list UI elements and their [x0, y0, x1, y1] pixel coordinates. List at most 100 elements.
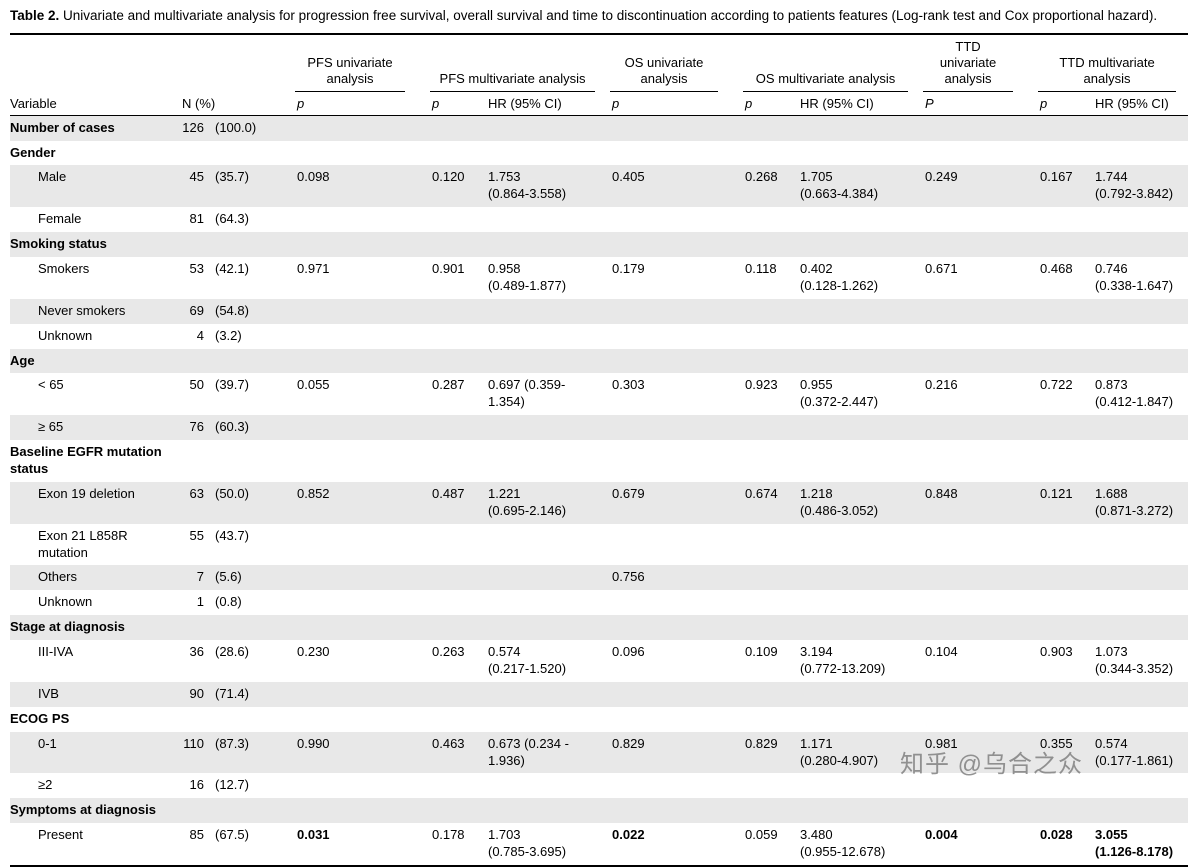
- stat-value: [795, 524, 920, 566]
- col-header-p: p: [1035, 91, 1091, 116]
- pct-value: [210, 349, 292, 374]
- stat-value: [740, 415, 795, 440]
- n-value: 55: [189, 527, 204, 543]
- table-row: IVB 90 (71.4): [10, 681, 1189, 707]
- col-header-variable: Variable: [10, 91, 175, 116]
- stat-value: 0.022: [612, 827, 645, 843]
- stat-value: [920, 773, 1035, 798]
- stat-value: [483, 682, 607, 707]
- stat-value: [292, 524, 427, 566]
- stat-value: 0.355: [1040, 735, 1073, 751]
- n-value: 126: [182, 119, 204, 135]
- stat-value: [740, 682, 795, 707]
- stat-value: [1035, 232, 1090, 257]
- stat-value: [483, 141, 607, 166]
- stat-value: [607, 773, 740, 798]
- stat-value: [292, 682, 427, 707]
- col-header-P: P: [920, 91, 1036, 116]
- stat-value: [920, 615, 1035, 640]
- stat-value: [292, 615, 427, 640]
- group-label: PFS univariate analysis: [295, 55, 405, 92]
- pct-value: (0.8): [215, 594, 242, 610]
- stat-value: 0.059: [745, 827, 778, 843]
- pct-value: (43.7): [215, 527, 249, 543]
- col-header-p: p: [427, 91, 483, 116]
- stat-value: 1.171 (0.280-4.907): [800, 735, 879, 768]
- col-header-hr: HR (95% CI): [483, 91, 608, 116]
- stat-value: [607, 524, 740, 566]
- pct-value: (64.3): [215, 211, 249, 227]
- stat-value: [1090, 590, 1188, 615]
- stat-value: 0.981: [925, 735, 958, 751]
- stat-value: [795, 590, 920, 615]
- stat-value: 0.829: [612, 735, 645, 751]
- stat-value: 0.028: [1040, 827, 1073, 843]
- stat-value: [483, 324, 607, 349]
- stat-value: [483, 349, 607, 374]
- pct-value: (60.3): [215, 419, 249, 435]
- n-value: [175, 707, 210, 732]
- stat-value: [740, 324, 795, 349]
- row-label: Never smokers: [38, 302, 126, 318]
- stat-value: [427, 207, 483, 232]
- stat-value: [920, 141, 1035, 166]
- stat-value: 0.118: [745, 260, 777, 276]
- group-label: TTD univariate analysis: [923, 39, 1014, 92]
- table-row: Smokers 53 (42.1) 0.971 0.901 0.958 (0.489-1.…: [10, 257, 1188, 299]
- stat-value: [292, 565, 427, 590]
- group-pfs-univariate: PFS univariate analysis: [292, 34, 427, 92]
- stat-value: [483, 207, 607, 232]
- stat-value: [427, 524, 483, 566]
- stat-value: 0.268: [745, 169, 778, 185]
- stat-value: 0.574 (0.217-1.520): [488, 644, 567, 677]
- stat-value: 0.179: [612, 260, 645, 276]
- row-label: Symptoms at diagnosis: [10, 802, 156, 818]
- table-row: ≥2 16 (12.7): [10, 773, 1188, 798]
- stat-value: 0.829: [745, 735, 778, 751]
- row-label: Others: [38, 569, 78, 585]
- stat-value: [607, 590, 740, 615]
- stat-value: [483, 415, 607, 440]
- stat-value: [1035, 590, 1090, 615]
- section-row: Symptoms at diagnosis: [10, 798, 1189, 824]
- stat-value: [607, 440, 740, 482]
- stat-value: [607, 415, 740, 440]
- stat-value: 3.194 (0.772-13.209): [800, 644, 886, 677]
- stat-value: [795, 615, 920, 640]
- stat-value: [607, 682, 740, 707]
- n-value: [175, 798, 210, 823]
- stat-value: [1035, 415, 1090, 440]
- stat-value: [483, 440, 607, 482]
- stat-value: 0.055: [297, 377, 330, 393]
- table-row: Exon 21 L858R mutation 55 (43.7): [10, 524, 1188, 566]
- stat-value: [1090, 207, 1188, 232]
- stat-value: [740, 707, 795, 732]
- stat-value: 0.923: [745, 377, 778, 393]
- row-label: Gender: [10, 144, 56, 160]
- row-label: Female: [38, 211, 82, 227]
- stat-value: [607, 349, 740, 374]
- col-header-p: p: [740, 91, 796, 116]
- stat-value: [920, 565, 1035, 590]
- stat-value: [427, 115, 483, 140]
- group-ttd-multivariate: TTD multivariate analysis: [1035, 34, 1188, 92]
- stat-value: [1035, 115, 1090, 140]
- row-label: Age: [10, 352, 35, 368]
- stat-value: [292, 349, 427, 374]
- stat-value: [292, 115, 427, 140]
- stat-value: [920, 207, 1035, 232]
- col-header-hr: HR (95% CI): [1090, 91, 1189, 116]
- stat-value: [795, 565, 920, 590]
- stat-value: [795, 207, 920, 232]
- stat-value: [920, 707, 1035, 732]
- stat-value: 1.705 (0.663-4.384): [800, 169, 879, 202]
- analysis-table: PFS univariate analysis PFS multivariate…: [10, 32, 1189, 867]
- stat-value: 1.073 (0.344-3.352): [1095, 644, 1174, 677]
- stat-value: [795, 798, 920, 823]
- stat-value: [607, 798, 740, 823]
- n-value: [175, 440, 210, 482]
- stat-value: 0.971: [297, 260, 330, 276]
- stat-value: 0.121: [1040, 485, 1073, 501]
- group-label: OS univariate analysis: [610, 55, 719, 92]
- n-value: 4: [196, 327, 204, 343]
